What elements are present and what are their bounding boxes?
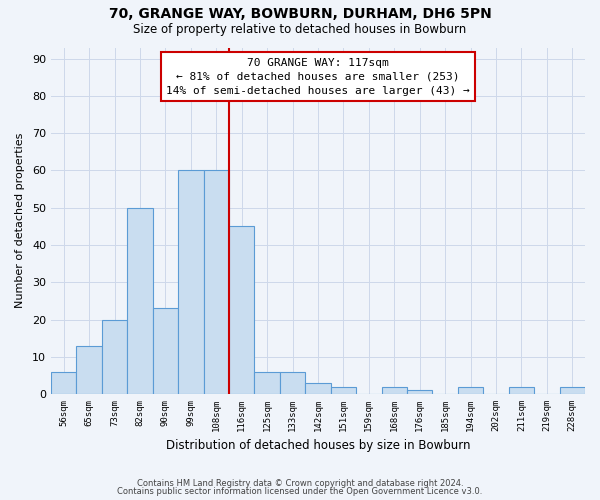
Bar [331, 386, 356, 394]
Bar [229, 226, 254, 394]
Bar [280, 372, 305, 394]
Bar [560, 386, 585, 394]
Text: 70 GRANGE WAY: 117sqm
← 81% of detached houses are smaller (253)
14% of semi-det: 70 GRANGE WAY: 117sqm ← 81% of detached … [166, 58, 470, 96]
Y-axis label: Number of detached properties: Number of detached properties [15, 133, 25, 308]
Bar [203, 170, 229, 394]
Bar [254, 372, 280, 394]
Text: Size of property relative to detached houses in Bowburn: Size of property relative to detached ho… [133, 22, 467, 36]
X-axis label: Distribution of detached houses by size in Bowburn: Distribution of detached houses by size … [166, 440, 470, 452]
Bar [127, 208, 152, 394]
Text: Contains HM Land Registry data © Crown copyright and database right 2024.: Contains HM Land Registry data © Crown c… [137, 478, 463, 488]
Bar [102, 320, 127, 394]
Bar [407, 390, 433, 394]
Text: 70, GRANGE WAY, BOWBURN, DURHAM, DH6 5PN: 70, GRANGE WAY, BOWBURN, DURHAM, DH6 5PN [109, 8, 491, 22]
Bar [152, 308, 178, 394]
Bar [51, 372, 76, 394]
Bar [76, 346, 102, 394]
Text: Contains public sector information licensed under the Open Government Licence v3: Contains public sector information licen… [118, 487, 482, 496]
Bar [382, 386, 407, 394]
Bar [458, 386, 483, 394]
Bar [509, 386, 534, 394]
Bar [178, 170, 203, 394]
Bar [305, 383, 331, 394]
